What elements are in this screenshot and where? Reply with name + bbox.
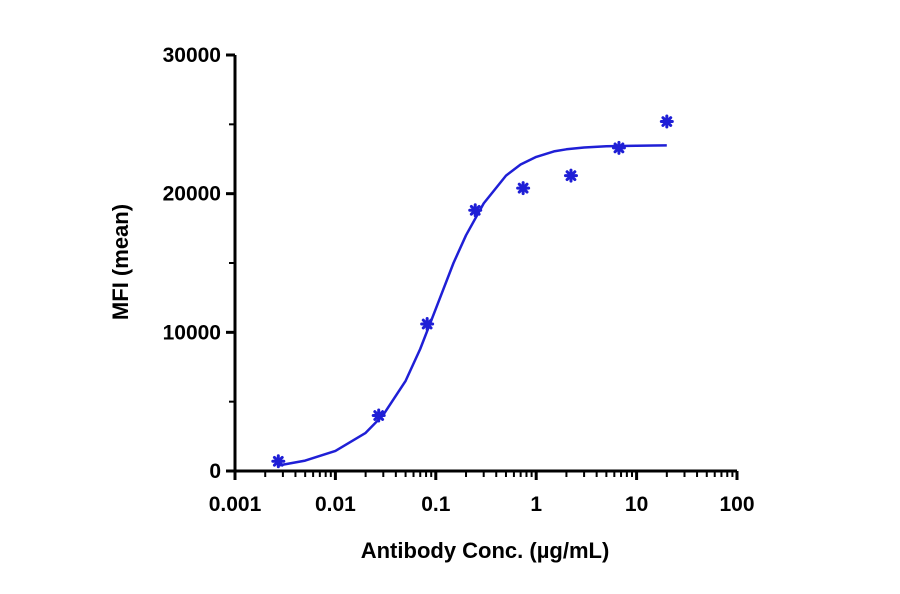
x-axis: 0.001 0.01 0.1 1 10 100 — [209, 469, 755, 516]
y-tick-label: 20000 — [163, 183, 221, 206]
data-point — [563, 168, 578, 183]
x-axis-title: Antibody Conc. (µg/mL) — [361, 538, 610, 563]
data-point — [371, 408, 386, 423]
fit-curve-layer — [278, 144, 667, 467]
data-point — [271, 454, 286, 469]
data-points-layer — [271, 114, 674, 469]
data-point-stroke — [613, 142, 625, 154]
x-tick-label: 0.01 — [315, 493, 356, 516]
data-point — [468, 203, 483, 218]
data-point-stroke — [469, 204, 481, 216]
x-tick-label: 0.001 — [209, 493, 262, 516]
x-tick-label: 100 — [719, 493, 754, 516]
data-point-stroke — [373, 410, 385, 421]
x-tick-label: 0.1 — [421, 493, 451, 516]
data-point — [420, 317, 435, 332]
y-tick-label: 0 — [209, 460, 221, 483]
data-point-stroke — [565, 170, 577, 182]
data-point — [611, 140, 626, 155]
data-point — [659, 114, 674, 129]
data-point — [516, 181, 531, 196]
y-axis: 0 10000 20000 30000 — [163, 44, 237, 483]
fit-curve — [278, 144, 667, 467]
data-point-stroke — [661, 116, 673, 127]
y-tick-label: 10000 — [163, 321, 221, 344]
y-axis-title: MFI (mean) — [108, 204, 133, 320]
x-tick-label: 1 — [530, 493, 542, 516]
x-tick-label: 10 — [625, 493, 648, 516]
data-point-stroke — [517, 182, 529, 194]
data-point-stroke — [272, 455, 284, 467]
data-point-stroke — [421, 318, 433, 330]
y-tick-label: 30000 — [163, 44, 221, 67]
